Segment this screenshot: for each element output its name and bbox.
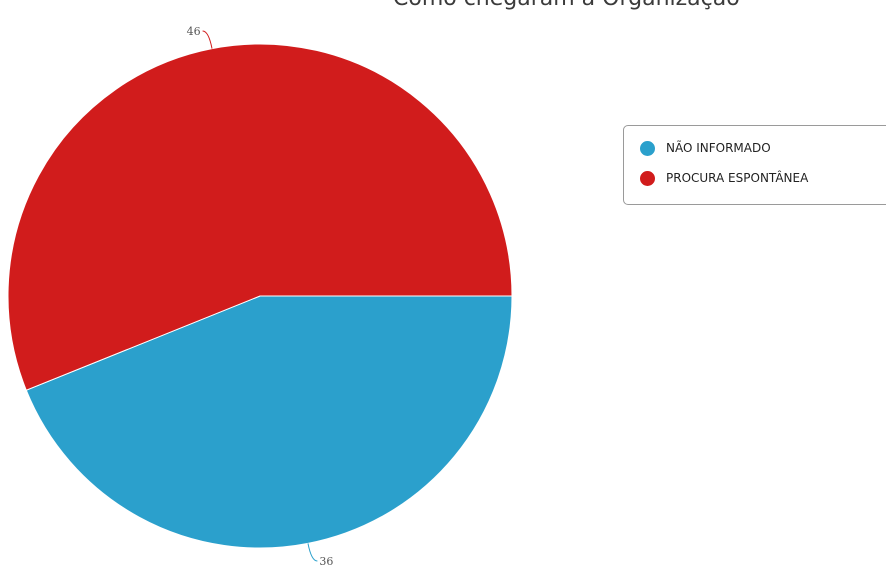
legend-item-procura-espontanea[interactable]: PROCURA ESPONTÂNEA xyxy=(640,168,808,188)
pie-slices xyxy=(7,43,513,549)
leader-line-0 xyxy=(307,543,318,562)
leader-line-1 xyxy=(202,30,213,49)
legend-label: PROCURA ESPONTÂNEA xyxy=(666,171,809,185)
legend-item-nao-informado[interactable]: NÃO INFORMADO xyxy=(640,138,771,158)
legend-label: NÃO INFORMADO xyxy=(666,141,771,155)
data-label-1: 46 xyxy=(187,25,201,38)
pie-data-labels: 36 46 xyxy=(187,25,334,568)
legend-swatch-procura-espontanea xyxy=(640,170,655,186)
pie-slice-0[interactable] xyxy=(25,295,513,549)
data-label-0: 36 xyxy=(319,555,333,568)
pie-slice-1[interactable] xyxy=(7,43,513,391)
legend-swatch-nao-informado xyxy=(640,140,655,156)
chart-title: Como chegaram à Organização xyxy=(393,0,740,11)
chart-legend: NÃO INFORMADO PROCURA ESPONTÂNEA xyxy=(623,125,886,205)
